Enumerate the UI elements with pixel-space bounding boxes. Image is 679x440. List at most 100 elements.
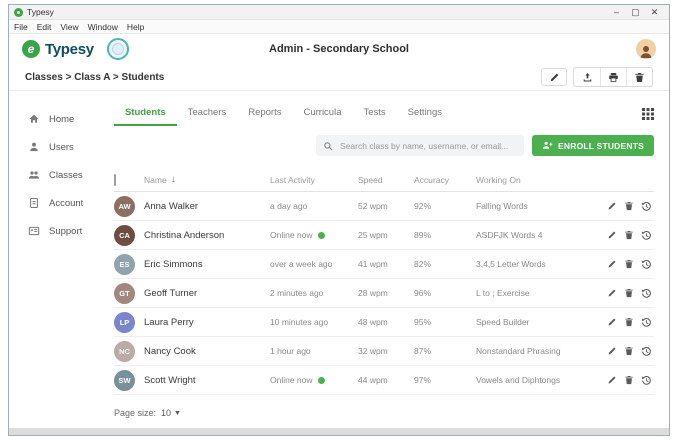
edit-student-button[interactable]: [607, 346, 617, 357]
sidebar-item-home[interactable]: Home: [9, 105, 99, 133]
edit-student-button[interactable]: [607, 201, 617, 212]
person-icon: [638, 43, 654, 59]
delete-student-button[interactable]: [624, 288, 634, 299]
speed: 28 wpm: [358, 288, 414, 298]
history-icon: [641, 230, 652, 241]
edit-student-button[interactable]: [607, 259, 617, 270]
accuracy: 96%: [414, 288, 476, 298]
menu-help[interactable]: Help: [127, 22, 144, 32]
table-row: NC Nancy Cook 1 hour ago 32 wpm 87% Nons…: [114, 337, 654, 366]
avatar: GT: [114, 283, 135, 304]
sidebar-item-users[interactable]: Users: [9, 133, 99, 161]
print-button[interactable]: [600, 68, 626, 86]
breadcrumb[interactable]: Classes > Class A > Students: [25, 72, 164, 83]
edit-student-button[interactable]: [607, 288, 617, 299]
delete-student-button[interactable]: [624, 201, 634, 212]
working-on: Speed Builder: [476, 317, 590, 327]
menu-edit[interactable]: Edit: [37, 22, 52, 32]
avatar: ES: [114, 254, 135, 275]
close-button[interactable]: ✕: [645, 6, 664, 19]
table-row: AW Anna Walker a day ago 52 wpm 92% Fall…: [114, 192, 654, 221]
pencil-icon: [607, 288, 617, 298]
maximize-button[interactable]: ▢: [626, 6, 645, 19]
speed: 48 wpm: [358, 317, 414, 327]
history-button[interactable]: [641, 259, 652, 270]
printer-icon: [608, 72, 619, 83]
history-button[interactable]: [641, 201, 652, 212]
menu-window[interactable]: Window: [88, 22, 118, 32]
edit-student-button[interactable]: [607, 375, 617, 386]
history-button[interactable]: [641, 230, 652, 241]
profile-avatar[interactable]: [636, 39, 656, 59]
id-card-icon: [28, 225, 40, 237]
main-content: Students Teachers Reports Curricula Test…: [99, 91, 669, 434]
pencil-icon: [607, 375, 617, 385]
working-on: L to ; Exercise: [476, 288, 590, 298]
page-size-select[interactable]: 10 ▼: [161, 408, 181, 418]
trash-icon: [624, 375, 634, 385]
history-button[interactable]: [641, 288, 652, 299]
table-row: GT Geoff Turner 2 minutes ago 28 wpm 96%…: [114, 279, 654, 308]
edit-student-button[interactable]: [607, 230, 617, 241]
trash-icon: [624, 259, 634, 269]
tab-tests[interactable]: Tests: [352, 101, 396, 126]
sort-desc-icon[interactable]: ↓: [171, 175, 176, 185]
trash-icon: [624, 230, 634, 240]
delete-student-button[interactable]: [624, 346, 634, 357]
tab-reports[interactable]: Reports: [237, 101, 292, 126]
edit-class-button[interactable]: [541, 68, 567, 86]
enroll-students-label: ENROLL STUDENTS: [558, 141, 644, 151]
avatar: CA: [114, 225, 135, 246]
enroll-students-button[interactable]: ENROLL STUDENTS: [532, 135, 654, 156]
working-on: Vowels and Diphtongs: [476, 375, 590, 385]
history-button[interactable]: [641, 346, 652, 357]
delete-student-button[interactable]: [624, 317, 634, 328]
sidebar: Home Users Classes Account: [9, 91, 99, 434]
school-logo-badge: [107, 38, 129, 60]
tab-curricula[interactable]: Curricula: [292, 101, 352, 126]
sidebar-item-support[interactable]: Support: [9, 217, 99, 245]
avatar: SW: [114, 370, 135, 391]
history-icon: [641, 288, 652, 299]
last-activity: Online now: [270, 375, 358, 385]
history-button[interactable]: [641, 375, 652, 386]
edit-student-button[interactable]: [607, 317, 617, 328]
tab-students[interactable]: Students: [114, 101, 177, 126]
minimize-button[interactable]: –: [607, 6, 626, 19]
trash-icon: [624, 288, 634, 298]
table-row: LP Laura Perry 10 minutes ago 48 wpm 95%…: [114, 308, 654, 337]
delete-student-button[interactable]: [624, 375, 634, 386]
pencil-icon: [607, 259, 617, 269]
student-name: Anna Walker: [144, 201, 270, 212]
trash-icon: [624, 317, 634, 327]
speed: 25 wpm: [358, 230, 414, 240]
page-size-label: Page size:: [114, 408, 156, 418]
app-window: Typesy – ▢ ✕ File Edit View Window Help …: [8, 4, 670, 436]
upload-icon: [582, 72, 593, 83]
delete-student-button[interactable]: [624, 259, 634, 270]
menu-view[interactable]: View: [60, 22, 78, 32]
delete-student-button[interactable]: [624, 230, 634, 241]
search-icon: [323, 141, 333, 151]
horizontal-scrollbar[interactable]: [9, 428, 669, 435]
delete-class-button[interactable]: [626, 68, 652, 86]
sidebar-item-account[interactable]: Account: [9, 189, 99, 217]
menu-file[interactable]: File: [14, 22, 28, 32]
tab-teachers[interactable]: Teachers: [177, 101, 238, 126]
grid-view-icon[interactable]: [642, 108, 654, 120]
trash-icon: [624, 201, 634, 211]
select-all-checkbox[interactable]: [114, 174, 116, 186]
search-box: [316, 135, 524, 156]
import-button[interactable]: [574, 68, 600, 86]
accuracy: 87%: [414, 346, 476, 356]
table-row: SW Scott Wright Online now 44 wpm 97% Vo…: [114, 366, 654, 395]
caret-down-icon: ▼: [174, 410, 181, 417]
online-indicator: [318, 377, 325, 384]
history-icon: [641, 317, 652, 328]
search-input[interactable]: [338, 140, 517, 152]
pencil-icon: [607, 346, 617, 356]
tab-settings[interactable]: Settings: [397, 101, 453, 126]
history-button[interactable]: [641, 317, 652, 328]
sidebar-label: Home: [49, 114, 74, 125]
sidebar-item-classes[interactable]: Classes: [9, 161, 99, 189]
